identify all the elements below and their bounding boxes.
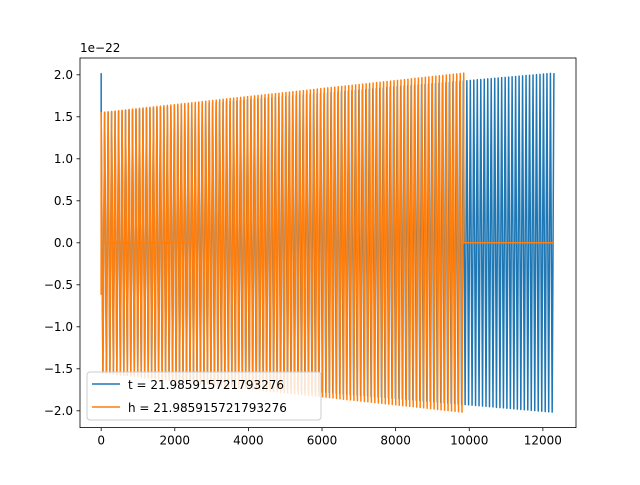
y-tick-label: 2.0 <box>54 68 73 82</box>
x-tick-label: 4000 <box>233 434 264 448</box>
x-tick-label: 12000 <box>524 434 562 448</box>
y-offset-text: 1e−22 <box>80 41 120 55</box>
x-tick-label: 10000 <box>450 434 488 448</box>
y-tick-label: 1.0 <box>54 152 73 166</box>
y-tick-label: 1.5 <box>54 110 73 124</box>
series-2-line <box>100 72 554 413</box>
y-axis: −2.0 −1.5 −1.0 −0.5 0.0 0.5 1.0 1.5 2.0 <box>44 68 80 418</box>
legend: t = 21.985915721793276 h = 21.9859157217… <box>86 371 322 421</box>
x-tick-label: 8000 <box>380 434 411 448</box>
series-2 <box>100 72 554 413</box>
x-axis: 0 2000 4000 6000 8000 10000 12000 <box>97 427 562 448</box>
x-tick-label: 0 <box>97 434 105 448</box>
x-tick-label: 2000 <box>160 434 191 448</box>
y-tick-label: −1.0 <box>44 320 73 334</box>
y-tick-label: 0.0 <box>54 236 73 250</box>
legend-label-series-1: t = 21.985915721793276 <box>128 378 284 392</box>
series-layer <box>100 72 555 413</box>
legend-box <box>86 371 322 421</box>
x-tick-label: 6000 <box>307 434 338 448</box>
y-tick-label: −1.5 <box>44 362 73 376</box>
y-tick-label: −2.0 <box>44 404 73 418</box>
legend-label-series-2: h = 21.985915721793276 <box>128 401 287 415</box>
y-tick-label: 0.5 <box>54 194 73 208</box>
y-tick-label: −0.5 <box>44 278 73 292</box>
